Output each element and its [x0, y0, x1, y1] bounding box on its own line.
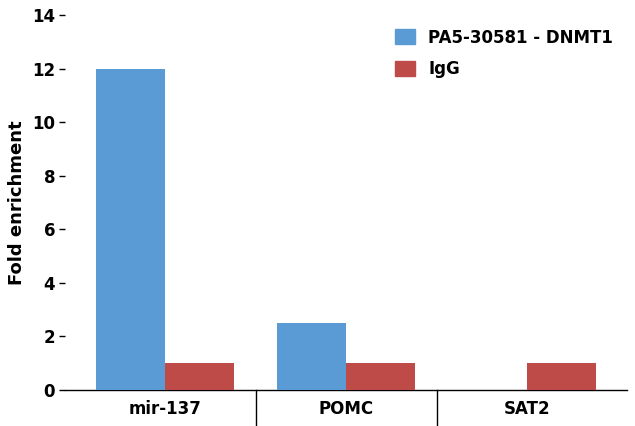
- Bar: [277, 323, 346, 390]
- Bar: [527, 363, 596, 390]
- Legend: PA5-30581 - DNMT1, IgG: PA5-30581 - DNMT1, IgG: [390, 24, 618, 83]
- Y-axis label: Fold enrichment: Fold enrichment: [8, 120, 26, 285]
- Bar: [346, 363, 415, 390]
- Bar: [97, 69, 165, 390]
- Bar: [165, 363, 234, 390]
